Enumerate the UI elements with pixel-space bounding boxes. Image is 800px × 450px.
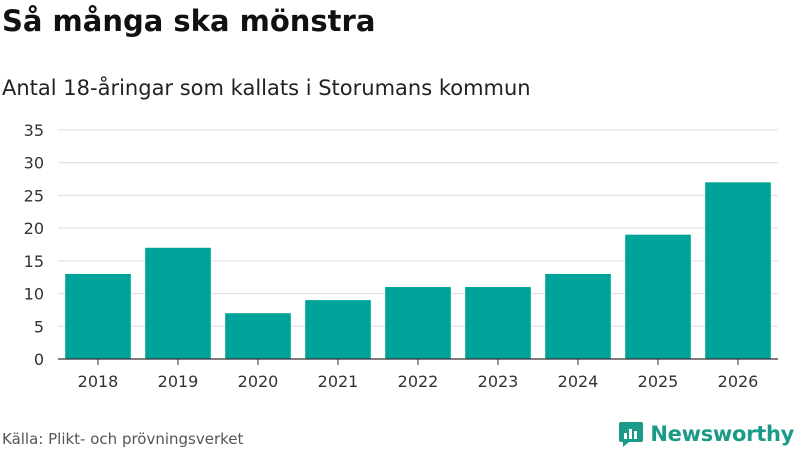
x-tick-label: 2021 xyxy=(318,372,359,391)
bar-2018 xyxy=(65,273,131,359)
x-tick-label: 2020 xyxy=(238,372,279,391)
bar-2024 xyxy=(545,273,611,359)
bar-2026 xyxy=(705,182,771,359)
newsworthy-logo-icon xyxy=(619,422,644,447)
x-tick-label: 2024 xyxy=(558,372,599,391)
y-tick-label: 25 xyxy=(24,186,44,205)
x-tick-label: 2018 xyxy=(78,372,119,391)
y-tick-label: 20 xyxy=(24,219,44,238)
y-tick-label: 5 xyxy=(34,317,44,336)
bar-2022 xyxy=(385,287,451,359)
bar-2019 xyxy=(145,247,211,359)
chart-title: Så många ska mönstra xyxy=(2,4,376,38)
y-tick-label: 10 xyxy=(24,285,44,304)
chart-subtitle: Antal 18-åringar som kallats i Storumans… xyxy=(2,76,531,100)
brand: Newsworthy xyxy=(618,418,794,450)
y-tick-label: 35 xyxy=(24,121,44,140)
y-tick-label: 30 xyxy=(24,154,44,173)
bar-2021 xyxy=(305,300,371,359)
x-tick-label: 2026 xyxy=(718,372,759,391)
bar-2023 xyxy=(465,287,531,359)
y-tick-label: 15 xyxy=(24,252,44,271)
y-axis: 0 5 10 15 20 25 30 35 xyxy=(24,121,44,369)
bar-2025 xyxy=(625,234,691,359)
x-tick-label: 2025 xyxy=(638,372,679,391)
x-tick-label: 2023 xyxy=(478,372,519,391)
bar-2020 xyxy=(225,313,291,359)
source-note: Källa: Plikt- och prövningsverket xyxy=(2,430,244,448)
brand-name: Newsworthy xyxy=(650,422,794,446)
x-tick-label: 2022 xyxy=(398,372,439,391)
x-tick-label: 2019 xyxy=(158,372,199,391)
bars xyxy=(65,182,771,359)
x-axis: 2018 2019 2020 2021 2022 2023 2024 2025 2026 xyxy=(58,358,778,391)
y-tick-label: 0 xyxy=(34,350,44,369)
